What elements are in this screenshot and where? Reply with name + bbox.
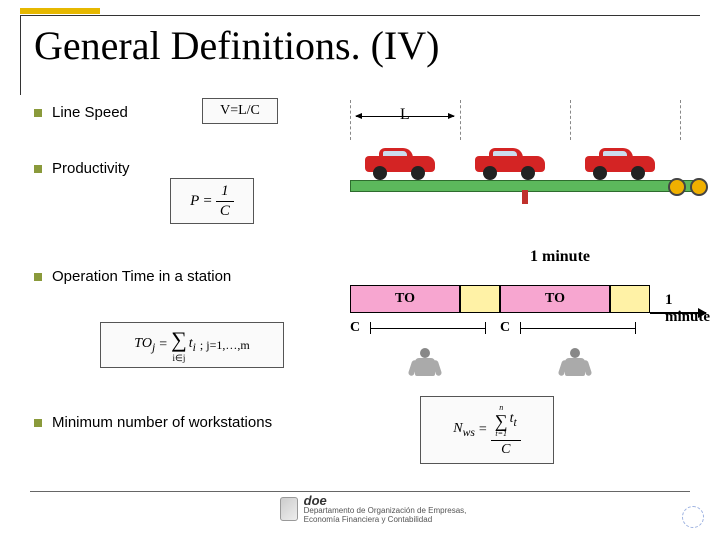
one-minute-label-right: 1 minute xyxy=(665,292,720,326)
bullet-op-time: Operation Time in a station xyxy=(34,268,231,285)
bullet-min-ws: Minimum number of workstations xyxy=(34,414,272,431)
corner-ornament-icon xyxy=(682,506,704,528)
bullet-line-speed: Line Speed xyxy=(34,104,128,121)
bullet-label: Line Speed xyxy=(52,104,128,121)
to-cell: TO xyxy=(500,285,610,313)
worker-icon xyxy=(408,348,442,386)
footer-logo: doe Departamento de Organización de Empr… xyxy=(280,496,480,522)
to-cell: TO xyxy=(350,285,460,313)
formula-p: P = 1 C xyxy=(170,178,254,224)
idle-cell xyxy=(610,285,650,313)
formula-v: V=L/C xyxy=(202,98,278,124)
bullet-label: Operation Time in a station xyxy=(52,268,231,285)
formula-p-lhs: P xyxy=(190,193,199,210)
logo-sub: Departamento de Organización de Empresas… xyxy=(304,507,480,524)
cycle-bars: C C xyxy=(350,320,660,340)
formula-p-num: 1 xyxy=(217,184,233,199)
left-rule xyxy=(20,15,21,95)
one-minute-label-top: 1 minute xyxy=(530,248,590,266)
right-arrow-icon xyxy=(650,312,706,314)
bullet-label: Productivity xyxy=(52,160,130,177)
worker-icon xyxy=(558,348,592,386)
accent-bar xyxy=(20,8,100,14)
c-label: C xyxy=(350,320,360,336)
car-icon xyxy=(585,148,655,180)
bullet-productivity: Productivity xyxy=(34,160,130,177)
logo-main: doe xyxy=(304,494,480,508)
roller-icon xyxy=(690,178,708,196)
car-icon xyxy=(475,148,545,180)
top-rule xyxy=(20,15,700,16)
car-icon xyxy=(365,148,435,180)
l-label: L xyxy=(400,106,410,124)
bullet-label: Minimum number of workstations xyxy=(52,414,272,431)
c-label: C xyxy=(500,320,510,336)
stopper-icon xyxy=(522,190,528,204)
idle-cell xyxy=(460,285,500,313)
roller-icon xyxy=(668,178,686,196)
bullet-icon xyxy=(34,165,42,173)
formula-p-den: C xyxy=(216,204,234,219)
formula-to: TOj = ∑ i∈j ti ; j=1,…,m xyxy=(100,322,284,368)
bullet-icon xyxy=(34,109,42,117)
formula-nws: Nws = n ∑ t=1 tt C xyxy=(420,396,554,464)
assembly-line-diagram: L xyxy=(350,100,700,220)
bottom-rule xyxy=(30,491,690,492)
logo-mark-icon xyxy=(280,497,298,521)
bullet-icon xyxy=(34,419,42,427)
bullet-icon xyxy=(34,273,42,281)
slide-title: General Definitions. (IV) xyxy=(34,22,439,69)
